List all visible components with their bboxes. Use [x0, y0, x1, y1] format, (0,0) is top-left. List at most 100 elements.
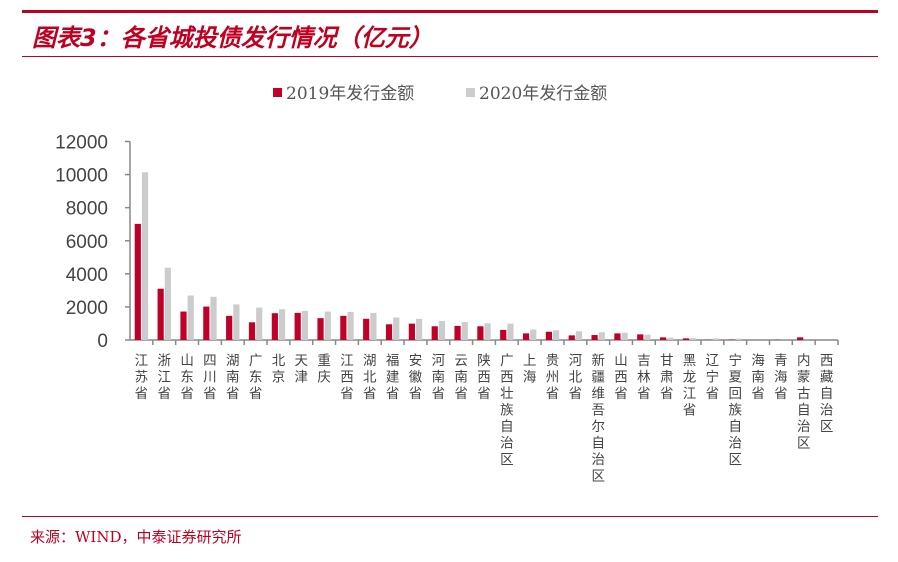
x-tick-label: 内蒙古自治区 — [797, 353, 811, 452]
legend-swatch — [466, 88, 475, 97]
x-tick-label: 北京 — [272, 353, 286, 386]
y-tick-label: 12000 — [55, 133, 108, 154]
bar — [431, 326, 438, 340]
y-tick-label: 4000 — [66, 265, 108, 286]
bar — [553, 330, 560, 340]
bar — [735, 338, 742, 340]
figure-title: 图表3：各省城投债发行情况（亿元） — [32, 24, 433, 52]
x-tick-label: 上海 — [523, 353, 537, 386]
bar — [157, 288, 164, 340]
bar — [438, 320, 446, 340]
x-tick-label: 新疆维吾尔自治区 — [591, 353, 605, 485]
y-tick-label: 0 — [97, 331, 108, 352]
x-tick-label: 江苏省 — [135, 353, 149, 402]
x-tick-label: 西藏自治区 — [820, 353, 834, 435]
y-tick-label: 6000 — [66, 232, 108, 253]
x-tick-label: 宁夏回族自治区 — [728, 352, 742, 468]
bar — [660, 337, 667, 340]
bar — [575, 331, 583, 340]
bar — [614, 333, 621, 340]
bar — [301, 310, 308, 340]
bar — [644, 334, 651, 340]
y-tick-label: 8000 — [66, 199, 108, 220]
x-tick-label: 山东省 — [180, 353, 194, 402]
legend-swatch — [273, 88, 282, 97]
bar — [278, 309, 286, 340]
x-tick-label: 江西省 — [340, 353, 354, 402]
bar — [484, 323, 491, 340]
bar — [522, 333, 530, 340]
bar — [187, 295, 194, 340]
bar — [203, 306, 210, 340]
bar — [248, 322, 256, 340]
y-tick-label: 10000 — [55, 166, 108, 187]
x-tick-label: 吉林省 — [637, 353, 651, 402]
bar — [598, 332, 605, 340]
bar — [340, 315, 347, 340]
x-tick-label: 陕西省 — [477, 353, 491, 402]
x-tick-label: 辽宁省 — [706, 353, 720, 402]
top-rule — [22, 10, 878, 13]
x-tick-label: 甘肃省 — [660, 353, 674, 402]
bar — [415, 318, 423, 340]
x-tick-label: 安徽省 — [409, 353, 423, 402]
bar — [545, 331, 553, 340]
bar — [461, 321, 468, 340]
bar — [347, 311, 354, 340]
x-tick-label: 广西壮族自治区 — [500, 353, 514, 468]
bar — [477, 326, 484, 340]
x-tick-label: 海南省 — [751, 353, 765, 402]
bar — [370, 312, 377, 340]
x-tick-label: 四川省 — [203, 353, 217, 402]
x-tick-label: 福建省 — [386, 353, 400, 402]
bar — [164, 267, 171, 340]
x-tick-label: 云南省 — [454, 353, 468, 402]
legend-label: 2019年发行金额 — [286, 84, 414, 104]
bar — [317, 318, 324, 340]
x-tick-label: 河南省 — [432, 353, 446, 402]
bar — [134, 223, 141, 340]
bar — [385, 324, 393, 340]
bar — [591, 335, 598, 340]
x-tick-label: 浙江省 — [158, 353, 172, 402]
bar — [507, 323, 514, 340]
x-tick-label: 河北省 — [569, 353, 583, 402]
bar — [667, 337, 674, 340]
bar — [797, 337, 804, 340]
bar — [712, 338, 720, 340]
x-tick-label: 湖南省 — [226, 353, 240, 402]
x-tick-label: 青海省 — [774, 353, 788, 402]
bar — [568, 335, 575, 340]
bar — [682, 338, 690, 340]
bar — [180, 311, 187, 340]
x-tick-label: 贵州省 — [546, 353, 560, 402]
bar — [393, 317, 400, 340]
source-note: 来源：WIND，中泰证券研究所 — [30, 528, 242, 546]
bar — [141, 172, 149, 340]
bar — [226, 315, 233, 340]
bar — [690, 338, 697, 340]
legend-label: 2020年发行金额 — [479, 84, 607, 104]
x-tick-label: 湖北省 — [363, 353, 377, 402]
bar-chart: 2019年发行金额 2020年发行金额 0 2000 4000 6000 8000 10000… — [55, 84, 839, 485]
title-rule — [22, 56, 878, 57]
bar — [363, 318, 370, 340]
x-tick-label: 广东省 — [249, 353, 263, 402]
bottom-rule — [22, 516, 878, 517]
x-tick-label: 天津 — [295, 353, 309, 386]
y-tick-label: 2000 — [66, 298, 108, 319]
x-tick-label: 山西省 — [614, 353, 628, 402]
bar — [294, 312, 301, 340]
x-tick-label: 黑龙江省 — [683, 353, 697, 419]
bar — [637, 334, 644, 340]
bar — [210, 296, 217, 340]
bar — [621, 332, 628, 340]
bar — [500, 329, 507, 340]
bar — [271, 313, 278, 340]
bar — [530, 329, 537, 340]
bar — [233, 304, 240, 340]
bar — [408, 323, 415, 340]
bar — [454, 325, 461, 340]
x-tick-label: 重庆 — [317, 353, 331, 386]
